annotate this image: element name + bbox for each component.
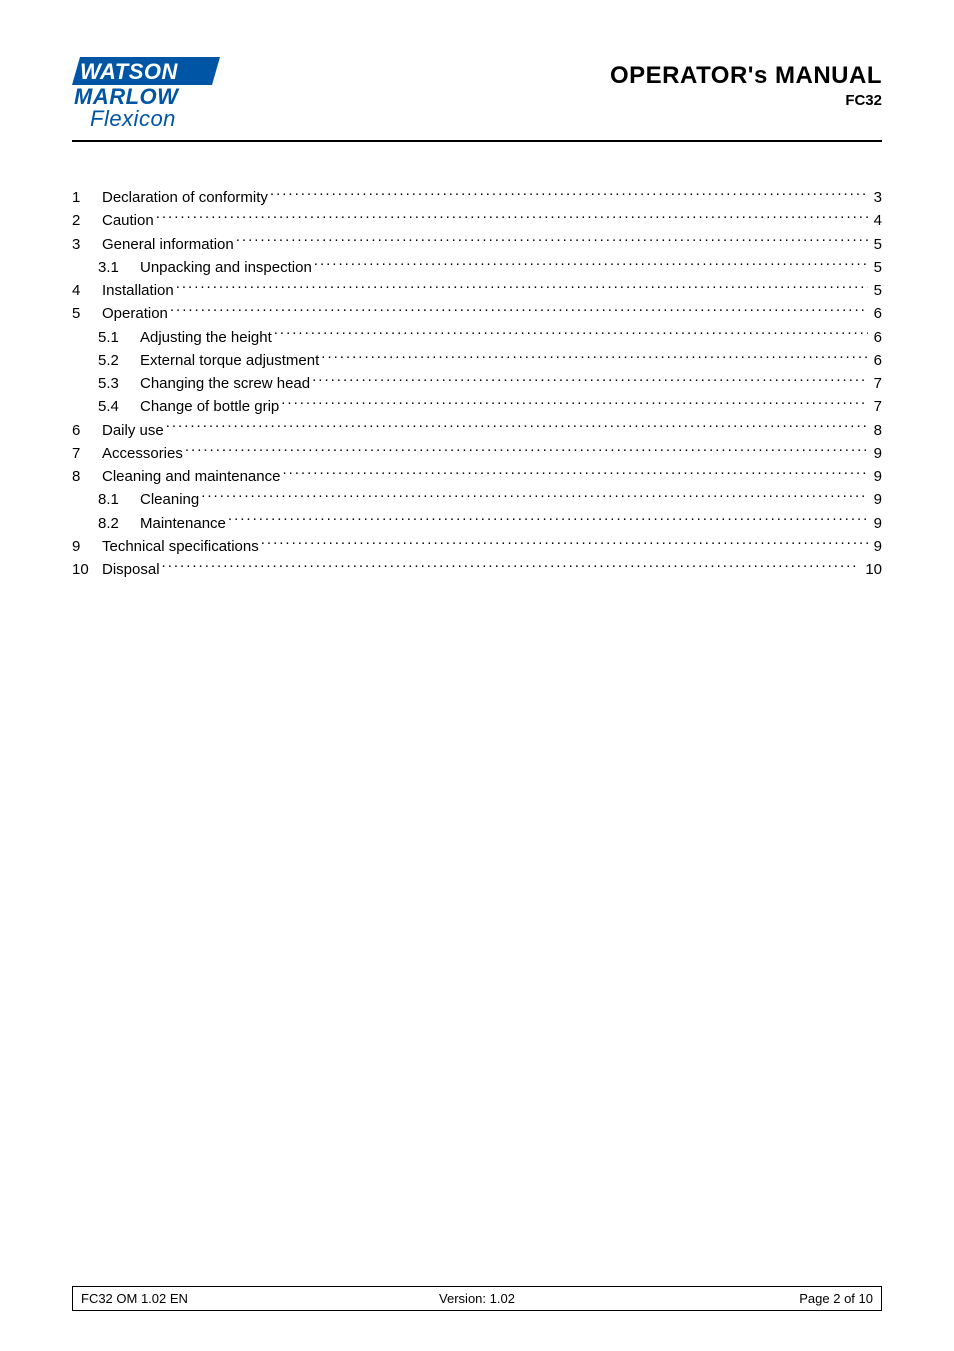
- toc-entry-page: 9: [870, 442, 882, 465]
- footer-doc-id: FC32 OM 1.02 EN: [73, 1287, 342, 1310]
- toc-entry[interactable]: 10Disposal10: [72, 558, 882, 581]
- toc-entry-page: 5: [870, 233, 882, 256]
- toc-entry-number: 3: [72, 233, 102, 256]
- toc-leader-dots: [201, 489, 867, 504]
- toc-leader-dots: [170, 303, 868, 318]
- toc-entry-page: 6: [870, 326, 882, 349]
- toc-leader-dots: [314, 257, 868, 272]
- toc-entry-page: 4: [870, 209, 882, 232]
- toc-entry-page: 7: [870, 372, 882, 395]
- toc-entry-label: General information: [102, 233, 234, 256]
- toc-entry-label: Installation: [102, 279, 174, 302]
- toc-entry-number: 5.2: [72, 349, 140, 372]
- toc-entry[interactable]: 5.2External torque adjustment 6: [72, 349, 882, 372]
- toc-entry-label: External torque adjustment: [140, 349, 319, 372]
- page: WATSON MARLOW Flexicon OPERATOR's MANUAL…: [0, 0, 954, 1351]
- toc-leader-dots: [185, 443, 868, 458]
- toc-entry-label: Change of bottle grip: [140, 395, 279, 418]
- toc-entry[interactable]: 7Accessories 9: [72, 442, 882, 465]
- toc-entry-number: 10: [72, 558, 102, 581]
- toc-entry-label: Operation: [102, 302, 168, 325]
- toc-entry[interactable]: 8Cleaning and maintenance 9: [72, 465, 882, 488]
- toc-entry-page: 3: [870, 186, 882, 209]
- toc-entry-label: Accessories: [102, 442, 183, 465]
- toc-leader-dots: [162, 559, 860, 574]
- toc-entry-label: Cleaning: [140, 488, 199, 511]
- toc-entry-number: 3.1: [72, 256, 140, 279]
- toc-entry-label: Daily use: [102, 419, 164, 442]
- toc-entry-number: 1: [72, 186, 102, 209]
- toc-entry-number: 5.4: [72, 395, 140, 418]
- toc-entry[interactable]: 1Declaration of conformity 3: [72, 186, 882, 209]
- toc-entry-page: 6: [870, 302, 882, 325]
- toc-leader-dots: [321, 350, 867, 365]
- toc-entry-number: 5.3: [72, 372, 140, 395]
- toc-entry-number: 8: [72, 465, 102, 488]
- toc-entry-label: Changing the screw head: [140, 372, 310, 395]
- toc-entry[interactable]: 2Caution 4: [72, 209, 882, 232]
- toc-entry-page: 9: [870, 512, 882, 535]
- toc-leader-dots: [176, 280, 868, 295]
- toc-entry-number: 6: [72, 419, 102, 442]
- toc-entry[interactable]: 9Technical specifications9: [72, 535, 882, 558]
- page-footer: FC32 OM 1.02 EN Version: 1.02 Page 2 of …: [72, 1286, 882, 1311]
- logo-watson-text: WATSON: [72, 58, 178, 85]
- toc-entry-number: 4: [72, 279, 102, 302]
- toc-entry[interactable]: 3.1Unpacking and inspection 5: [72, 256, 882, 279]
- toc-entry-page: 5: [870, 279, 882, 302]
- toc-entry-page: 9: [870, 535, 882, 558]
- brand-logo: WATSON MARLOW Flexicon: [72, 56, 222, 132]
- logo-flexicon-text: Flexicon: [72, 106, 222, 132]
- toc-entry-label: Adjusting the height: [140, 326, 272, 349]
- toc-leader-dots: [274, 327, 868, 342]
- table-of-contents: 1Declaration of conformity32Caution43Gen…: [72, 186, 882, 581]
- toc-entry-number: 8.2: [72, 512, 140, 535]
- toc-entry-number: 2: [72, 209, 102, 232]
- toc-entry[interactable]: 8.1Cleaning 9: [72, 488, 882, 511]
- toc-entry-page: 9: [870, 488, 882, 511]
- toc-entry-page: 10: [861, 558, 882, 581]
- toc-entry-label: Unpacking and inspection: [140, 256, 312, 279]
- footer-version: Version: 1.02: [342, 1287, 611, 1310]
- toc-leader-dots: [312, 373, 868, 388]
- toc-entry-label: Disposal: [102, 558, 160, 581]
- toc-leader-dots: [156, 210, 868, 225]
- toc-leader-dots: [228, 513, 868, 528]
- toc-entry[interactable]: 5.4Change of bottle grip 7: [72, 395, 882, 418]
- toc-entry-label: Caution: [102, 209, 154, 232]
- toc-entry-number: 5.1: [72, 326, 140, 349]
- toc-entry-label: Declaration of conformity: [102, 186, 268, 209]
- toc-leader-dots: [236, 234, 868, 249]
- toc-entry[interactable]: 3General information 5: [72, 233, 882, 256]
- toc-leader-dots: [281, 396, 867, 411]
- toc-leader-dots: [282, 466, 867, 481]
- document-subtitle: FC32: [610, 92, 882, 109]
- toc-entry-page: 6: [870, 349, 882, 372]
- toc-leader-dots: [261, 536, 868, 551]
- toc-entry-page: 7: [870, 395, 882, 418]
- toc-entry-number: 7: [72, 442, 102, 465]
- toc-entry-number: 8.1: [72, 488, 140, 511]
- toc-entry-page: 8: [870, 419, 882, 442]
- logo-watson-row: WATSON: [72, 56, 222, 86]
- toc-entry-label: Technical specifications: [102, 535, 259, 558]
- page-header: WATSON MARLOW Flexicon OPERATOR's MANUAL…: [72, 56, 882, 142]
- toc-entry[interactable]: 5.1Adjusting the height 6: [72, 326, 882, 349]
- header-title-block: OPERATOR's MANUAL FC32: [610, 56, 882, 109]
- toc-entry[interactable]: 4Installation 5: [72, 279, 882, 302]
- toc-entry[interactable]: 5.3Changing the screw head 7: [72, 372, 882, 395]
- toc-leader-dots: [166, 420, 868, 435]
- toc-leader-dots: [270, 187, 868, 202]
- footer-page-number: Page 2 of 10: [612, 1287, 881, 1310]
- toc-entry[interactable]: 6Daily use 8: [72, 419, 882, 442]
- toc-entry[interactable]: 5Operation 6: [72, 302, 882, 325]
- toc-entry-page: 9: [870, 465, 882, 488]
- toc-entry-page: 5: [870, 256, 882, 279]
- toc-entry[interactable]: 8.2Maintenance 9: [72, 512, 882, 535]
- toc-entry-label: Cleaning and maintenance: [102, 465, 280, 488]
- toc-entry-label: Maintenance: [140, 512, 226, 535]
- toc-entry-number: 9: [72, 535, 102, 558]
- document-title: OPERATOR's MANUAL: [610, 62, 882, 90]
- toc-entry-number: 5: [72, 302, 102, 325]
